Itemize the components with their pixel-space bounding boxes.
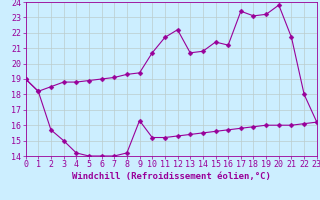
X-axis label: Windchill (Refroidissement éolien,°C): Windchill (Refroidissement éolien,°C)	[72, 172, 271, 181]
